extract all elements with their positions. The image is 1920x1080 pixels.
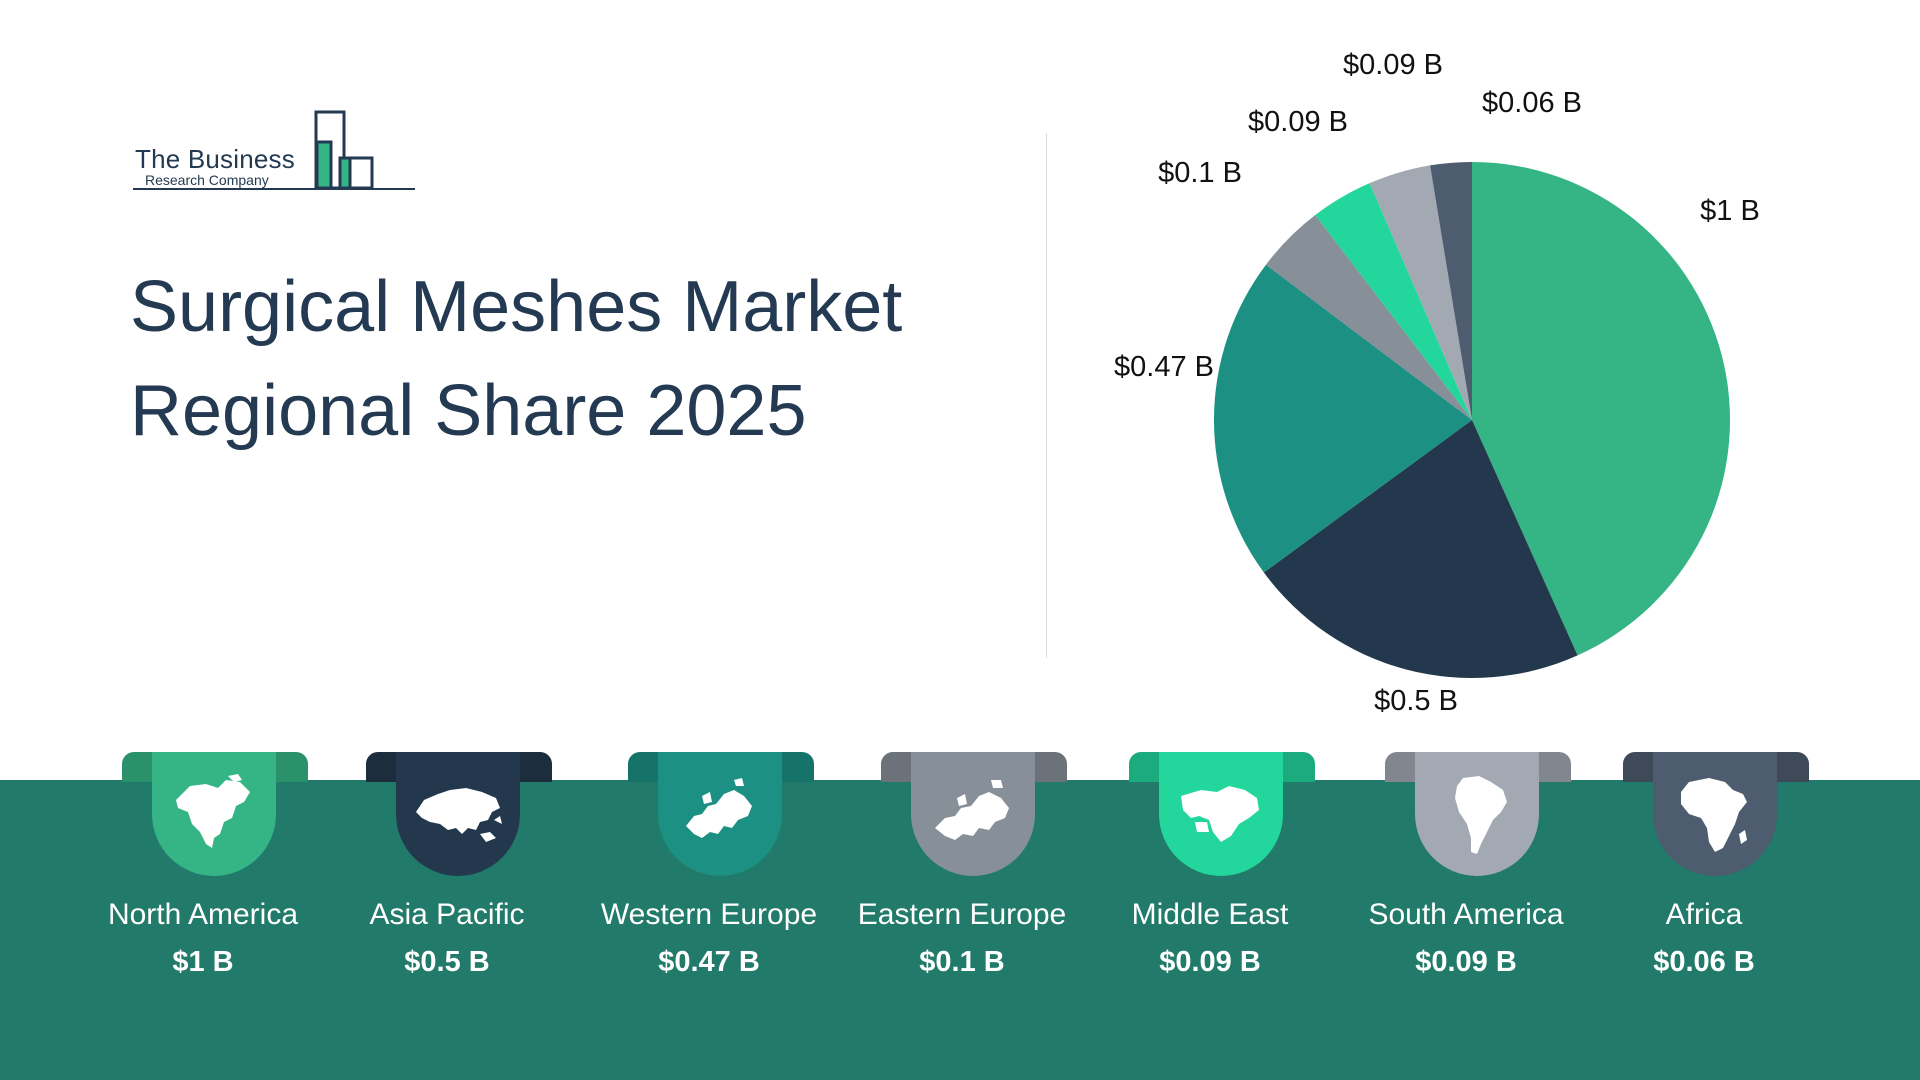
region-name: Western Europe: [600, 898, 818, 931]
western-europe-map-icon: [686, 778, 752, 838]
south-america-map-icon: [1455, 776, 1507, 854]
region-card-north-america: North America $1 B: [83, 752, 323, 1012]
region-medal: [152, 752, 276, 876]
pie-label-asia-pacific: $0.5 B: [1374, 685, 1458, 717]
pie-chart: $1 B$0.5 B$0.47 B$0.1 B$0.09 B$0.09 B$0.…: [1114, 49, 1760, 717]
pie-slice-north-america: [1472, 162, 1731, 656]
asia-map-icon: [416, 788, 502, 842]
north-america-map-icon: [176, 774, 250, 848]
pie-label-south-america: $0.09 B: [1343, 49, 1443, 81]
region-medal: [658, 752, 782, 876]
logo-buildings-icon: [133, 110, 415, 190]
pie-labels: $1 B$0.5 B$0.47 B$0.1 B$0.09 B$0.09 B$0.…: [1114, 49, 1760, 717]
pie-slices: [1214, 162, 1731, 679]
region-value: $0.1 B: [919, 946, 1005, 978]
region-card-south-america: South America $0.09 B: [1346, 752, 1586, 1012]
pie-slice-south-america: [1369, 165, 1472, 420]
region-medal: [1159, 752, 1283, 876]
middle-east-map-icon: [1181, 786, 1259, 842]
pie-slice-asia-pacific: [1263, 420, 1578, 679]
region-name: Eastern Europe: [857, 898, 1067, 931]
region-value: $0.09 B: [1159, 946, 1261, 978]
region-card-middle-east: Middle East $0.09 B: [1090, 752, 1330, 1012]
region-name: North America: [107, 898, 299, 931]
region-value: $0.06 B: [1653, 946, 1755, 978]
pie-slice-eastern-europe: [1265, 215, 1472, 420]
page-title: Surgical Meshes Market Regional Share 20…: [130, 255, 1000, 463]
eastern-europe-map-icon: [935, 780, 1009, 840]
africa-map-icon: [1681, 778, 1747, 852]
pie-label-eastern-europe: $0.1 B: [1158, 157, 1242, 189]
logo-name: The Business: [135, 144, 295, 174]
region-name: South America: [1368, 898, 1564, 931]
region-name: Africa: [1665, 898, 1743, 931]
region-medal: [396, 752, 520, 876]
region-card-western-europe: Western Europe $0.47 B: [589, 752, 829, 1012]
pie-slice-africa: [1430, 162, 1472, 420]
region-name: Middle East: [1131, 898, 1289, 931]
region-value: $0.5 B: [404, 946, 490, 978]
region-medal: [1415, 752, 1539, 876]
region-value: $1 B: [172, 946, 234, 978]
logo-subtitle: Research Company: [145, 172, 269, 188]
pie-label-middle-east: $0.09 B: [1248, 106, 1348, 138]
title-line-2: Regional Share 2025: [130, 371, 807, 451]
region-card-africa: Africa $0.06 B: [1584, 752, 1824, 1012]
vertical-divider: [1046, 133, 1047, 658]
region-card-asia-pacific: Asia Pacific $0.5 B: [327, 752, 567, 1012]
pie-label-western-europe: $0.47 B: [1114, 351, 1214, 383]
region-value: $0.47 B: [658, 946, 760, 978]
region-value: $0.09 B: [1415, 946, 1517, 978]
pie-slice-western-europe: [1214, 264, 1472, 573]
pie-label-africa: $0.06 B: [1482, 87, 1582, 119]
region-medal: [911, 752, 1035, 876]
region-name: Asia Pacific: [369, 898, 525, 931]
pie-slice-middle-east: [1315, 183, 1472, 420]
title-line-1: Surgical Meshes Market: [130, 267, 903, 347]
company-logo: The Business Research Company: [133, 110, 418, 200]
pie-label-north-america: $1 B: [1700, 195, 1760, 227]
region-medal: [1653, 752, 1777, 876]
region-card-eastern-europe: Eastern Europe $0.1 B: [842, 752, 1082, 1012]
